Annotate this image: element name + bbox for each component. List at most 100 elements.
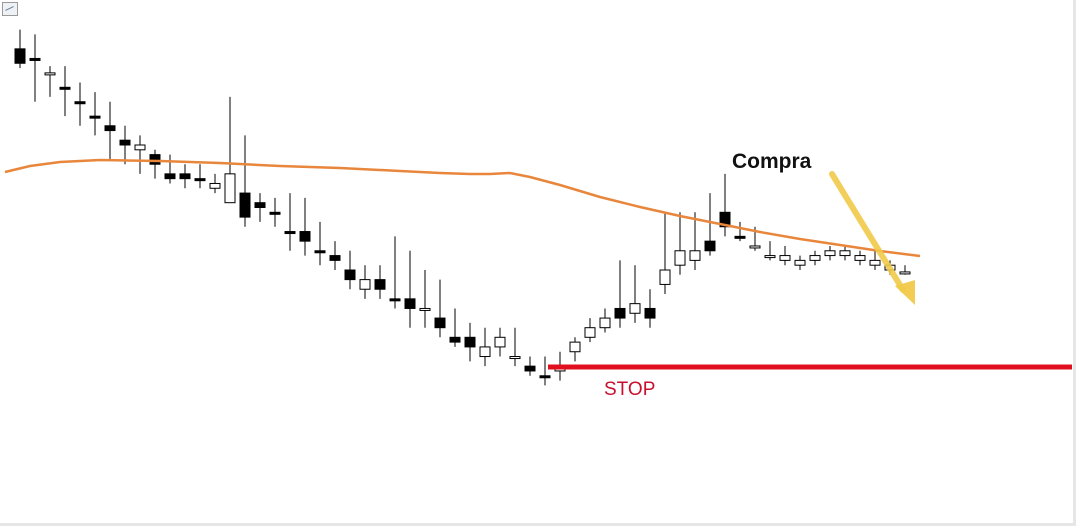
candle-body bbox=[899, 271, 911, 275]
candle-body bbox=[869, 259, 881, 266]
candle bbox=[104, 101, 116, 160]
candle bbox=[584, 318, 596, 343]
candle-body bbox=[509, 356, 521, 360]
candle-body bbox=[854, 255, 866, 261]
candle bbox=[269, 197, 281, 227]
candle bbox=[779, 245, 791, 266]
candle-body bbox=[389, 298, 401, 302]
candle bbox=[854, 250, 866, 266]
candle bbox=[344, 250, 356, 290]
candle-body bbox=[359, 279, 371, 290]
candle-body bbox=[644, 307, 656, 319]
candle-body bbox=[374, 279, 386, 290]
candle-body bbox=[29, 57, 41, 61]
candle bbox=[659, 212, 671, 295]
candle bbox=[209, 173, 221, 194]
candle-body bbox=[689, 250, 701, 261]
candle-body bbox=[299, 231, 311, 242]
candle-body bbox=[704, 240, 716, 252]
candle-body bbox=[179, 173, 191, 180]
candle-body bbox=[524, 365, 536, 372]
candle bbox=[359, 265, 371, 299]
candle-body bbox=[764, 255, 776, 259]
candles bbox=[14, 29, 911, 386]
candle-body bbox=[824, 250, 836, 257]
candle-body bbox=[149, 154, 161, 165]
candle-body bbox=[719, 211, 731, 228]
buy-arrow bbox=[829, 171, 915, 305]
candle-body bbox=[749, 245, 761, 249]
candle-body bbox=[734, 235, 746, 239]
candle-body bbox=[269, 211, 281, 215]
candle bbox=[629, 265, 641, 323]
candle bbox=[734, 221, 746, 242]
candle-body bbox=[629, 303, 641, 314]
candle-body bbox=[329, 255, 341, 261]
candle bbox=[74, 82, 86, 126]
candle bbox=[494, 327, 506, 357]
candle bbox=[509, 327, 521, 367]
candle bbox=[599, 308, 611, 333]
candle-body bbox=[239, 192, 251, 218]
candle-body bbox=[659, 269, 671, 285]
candle-body bbox=[539, 375, 551, 379]
candle bbox=[299, 197, 311, 256]
candle bbox=[524, 356, 536, 376]
candle-body bbox=[224, 173, 236, 204]
candle-body bbox=[674, 250, 686, 266]
candle bbox=[389, 236, 401, 309]
candle-body bbox=[614, 307, 626, 319]
candle-body bbox=[599, 317, 611, 329]
candle-body bbox=[344, 269, 356, 281]
arrow-head bbox=[895, 280, 915, 305]
candle bbox=[824, 245, 836, 261]
candle bbox=[329, 241, 341, 270]
candle-body bbox=[779, 255, 791, 261]
candle-body bbox=[809, 255, 821, 261]
candle bbox=[419, 270, 431, 328]
candle bbox=[254, 193, 266, 222]
moving-average-line bbox=[4, 158, 921, 258]
candle bbox=[314, 221, 326, 266]
candle-body bbox=[449, 336, 461, 343]
candle bbox=[59, 66, 71, 117]
candle-body bbox=[104, 125, 116, 132]
candle bbox=[539, 356, 551, 386]
candle-body bbox=[164, 173, 176, 180]
candle bbox=[134, 135, 146, 174]
candle bbox=[284, 193, 296, 251]
candle-body bbox=[794, 259, 806, 266]
candle-body bbox=[569, 341, 581, 353]
candle bbox=[674, 212, 686, 275]
candle-body bbox=[194, 178, 206, 182]
candle bbox=[179, 164, 191, 189]
candle bbox=[44, 66, 56, 97]
candle-body bbox=[74, 101, 86, 105]
candle-body bbox=[314, 250, 326, 254]
candle bbox=[464, 322, 476, 362]
candle bbox=[194, 164, 206, 189]
candle bbox=[809, 250, 821, 266]
candle bbox=[764, 241, 776, 261]
candle-body bbox=[404, 298, 416, 309]
candle bbox=[704, 193, 716, 256]
candle bbox=[899, 265, 911, 275]
chart-corner-icon bbox=[2, 2, 18, 16]
candle-body bbox=[119, 139, 131, 146]
candle bbox=[404, 250, 416, 328]
candle bbox=[434, 279, 446, 338]
candle-body bbox=[44, 72, 56, 76]
candle bbox=[569, 337, 581, 362]
candle-body bbox=[419, 307, 431, 311]
candle-body bbox=[89, 115, 101, 119]
candle bbox=[374, 265, 386, 299]
candle-body bbox=[494, 336, 506, 348]
candle bbox=[794, 255, 806, 270]
candle bbox=[869, 250, 881, 270]
candle-body bbox=[209, 182, 221, 189]
candle bbox=[29, 34, 41, 102]
candle bbox=[164, 154, 176, 184]
candle-body bbox=[284, 231, 296, 235]
